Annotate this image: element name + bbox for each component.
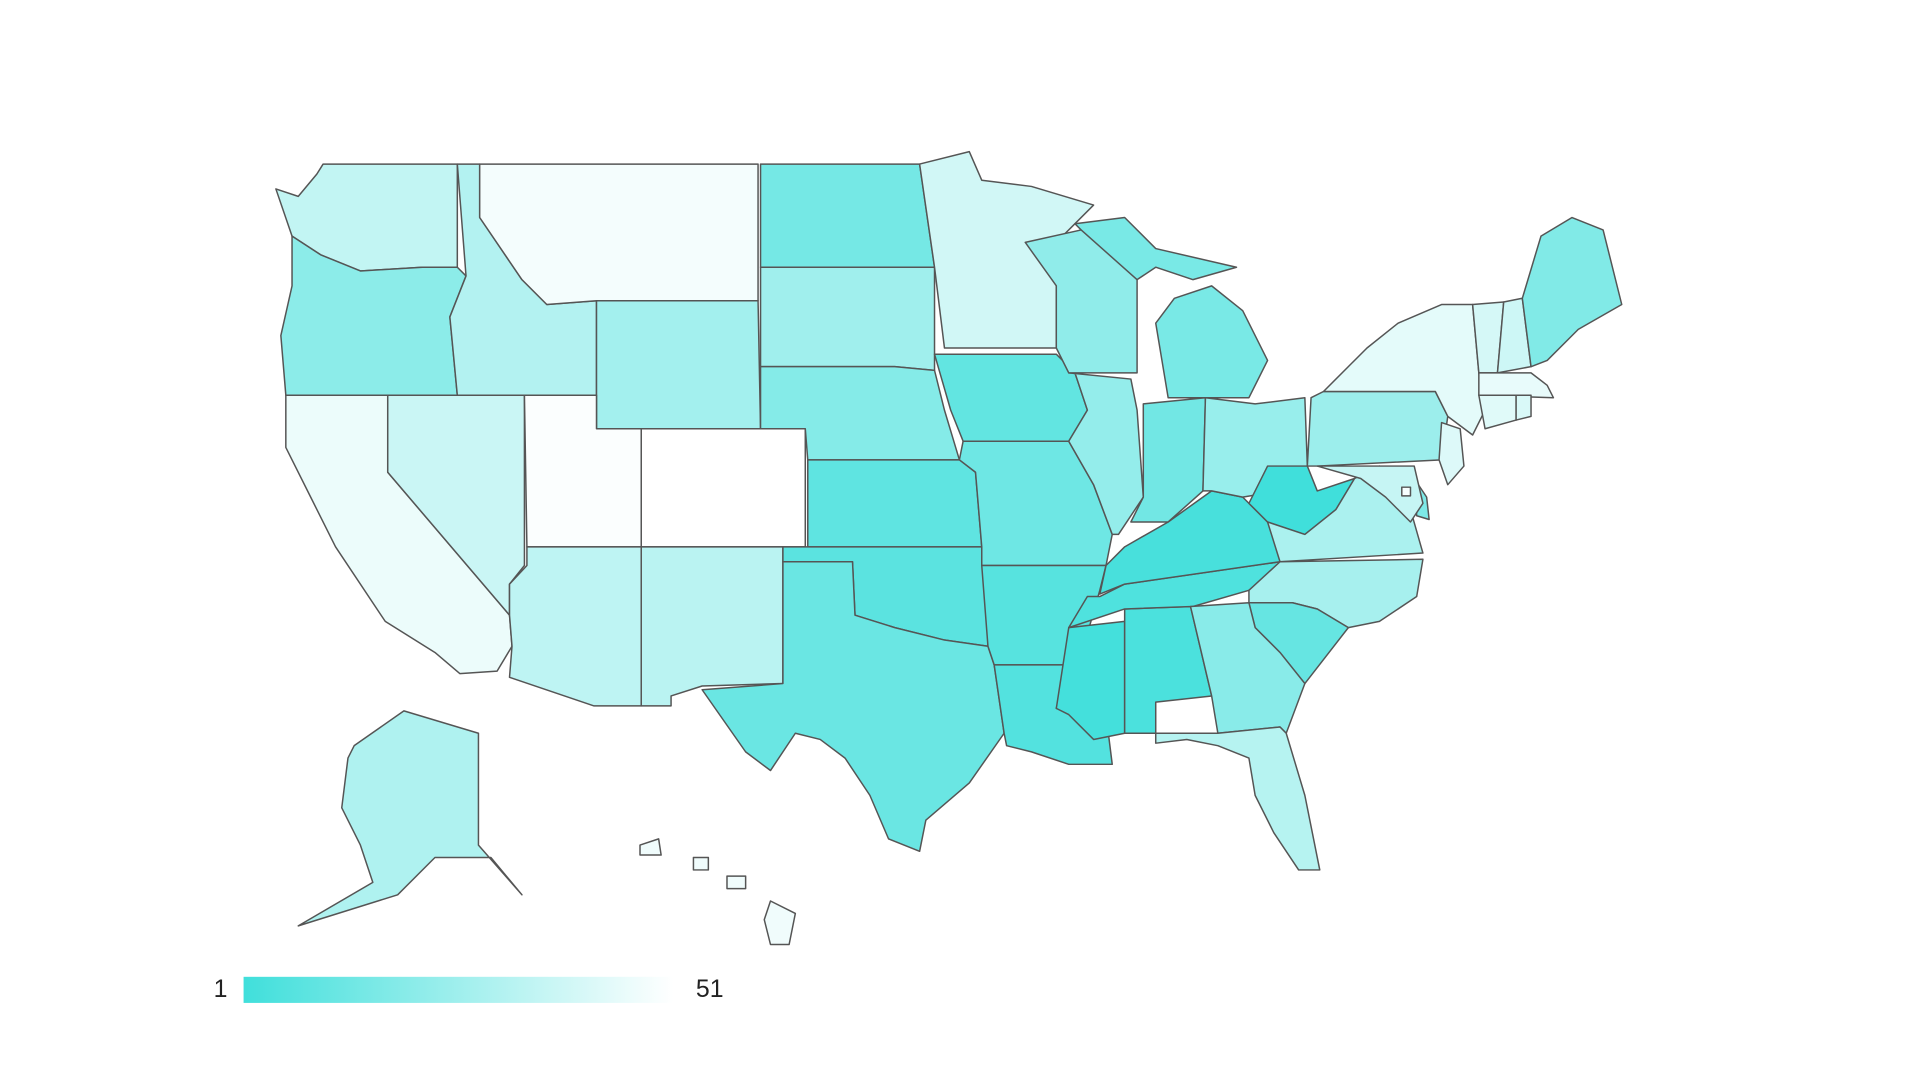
region bbox=[595, 300, 762, 430]
colorbar-min-label: 1 bbox=[214, 976, 228, 1003]
colorbar bbox=[243, 976, 674, 1003]
region bbox=[297, 710, 523, 927]
region bbox=[640, 428, 807, 548]
states bbox=[275, 150, 1623, 946]
region bbox=[508, 546, 642, 707]
region bbox=[1154, 726, 1321, 871]
region bbox=[1067, 372, 1145, 536]
region bbox=[1478, 394, 1517, 430]
region bbox=[478, 163, 759, 306]
region bbox=[759, 163, 936, 268]
region bbox=[1478, 372, 1555, 399]
region bbox=[1515, 394, 1532, 421]
region bbox=[1316, 465, 1424, 523]
region bbox=[640, 546, 784, 707]
region bbox=[1521, 216, 1623, 368]
region bbox=[1401, 486, 1412, 497]
region bbox=[639, 838, 797, 946]
region bbox=[701, 561, 1005, 853]
region bbox=[1438, 421, 1465, 486]
region bbox=[759, 266, 936, 372]
colorbar-max-label: 51 bbox=[696, 976, 724, 1003]
region bbox=[807, 459, 983, 548]
region bbox=[1306, 390, 1449, 467]
region bbox=[1074, 216, 1269, 399]
region bbox=[933, 353, 1089, 442]
region bbox=[1189, 602, 1306, 734]
